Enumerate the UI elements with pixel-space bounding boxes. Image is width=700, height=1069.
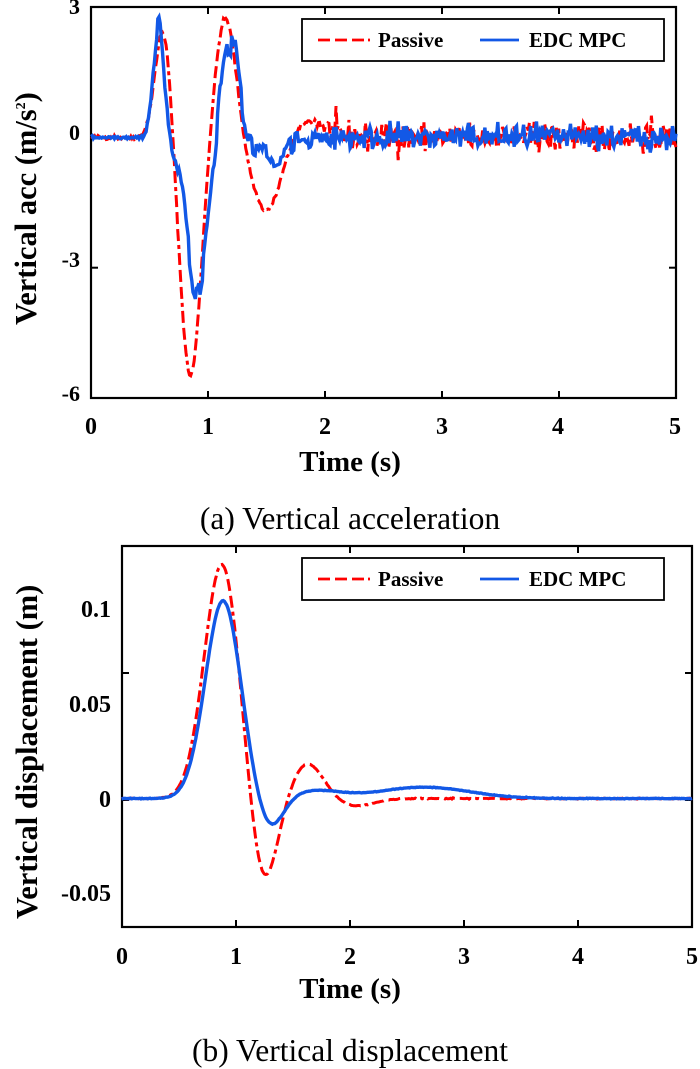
svg-text:0: 0 (99, 787, 111, 813)
svg-text:2: 2 (319, 414, 331, 440)
svg-text:-6: -6 (62, 381, 80, 406)
svg-text:EDC MPC: EDC MPC (529, 28, 626, 52)
svg-text:0.1: 0.1 (81, 597, 111, 623)
svg-text:-3: -3 (62, 247, 80, 272)
svg-text:5: 5 (686, 944, 698, 970)
svg-text:3: 3 (436, 414, 448, 440)
svg-text:0: 0 (116, 944, 128, 970)
svg-text:4: 4 (552, 414, 564, 440)
svg-text:3: 3 (69, 0, 80, 19)
svg-text:3: 3 (458, 944, 470, 970)
svg-text:5: 5 (669, 414, 681, 440)
svg-text:1: 1 (202, 414, 214, 440)
svg-text:2: 2 (344, 944, 356, 970)
svg-text:0: 0 (85, 414, 97, 440)
svg-text:EDC MPC: EDC MPC (529, 567, 626, 591)
svg-text:Passive: Passive (378, 567, 443, 591)
svg-text:-0.05: -0.05 (61, 881, 111, 907)
svg-text:0: 0 (69, 120, 80, 145)
svg-text:0.05: 0.05 (69, 692, 111, 718)
svg-text:Passive: Passive (378, 28, 443, 52)
svg-text:4: 4 (572, 944, 584, 970)
svg-text:1: 1 (230, 944, 242, 970)
